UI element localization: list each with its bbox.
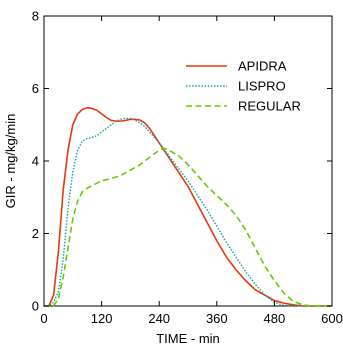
x-tick-label: 240 [148, 311, 170, 326]
legend: APIDRA LISPRO REGULAR [186, 59, 301, 114]
plot-border [43, 15, 333, 307]
legend-label-apidra: APIDRA [238, 59, 287, 74]
legend-label-lispro: LISPRO [238, 79, 286, 94]
y-tick-label: 4 [32, 154, 39, 169]
y-tick-label: 0 [32, 299, 39, 314]
y-tick-label: 6 [32, 81, 39, 96]
y-axis-label: GIR - mg/kg/min [3, 114, 18, 209]
x-axis-label: TIME - min [156, 331, 220, 346]
x-tick-label: 0 [40, 311, 47, 326]
legend-label-regular: REGULAR [238, 99, 301, 114]
x-tick-label: 600 [321, 311, 343, 326]
x-tick-label: 120 [91, 311, 113, 326]
plot-frame [43, 15, 333, 307]
y-tick-label: 8 [32, 9, 39, 24]
series-layer [44, 106, 332, 307]
x-tick-label: 480 [264, 311, 286, 326]
x-tick-label: 360 [206, 311, 228, 326]
series-line-regular [44, 147, 332, 307]
ticks-layer: 0 120 240 360 480 600 0 2 4 6 8 [32, 9, 343, 327]
y-tick-label: 2 [32, 226, 39, 241]
series-line-apidra [44, 106, 332, 307]
series-line-lispro [44, 117, 332, 307]
